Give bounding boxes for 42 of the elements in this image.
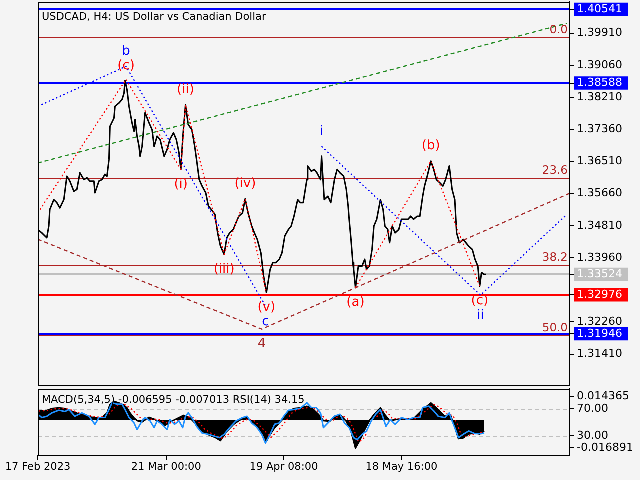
text: USDCAD, H4: US Dollar vs Canadian Dollar: [42, 10, 267, 23]
y-tick-label: -0.016891: [577, 441, 634, 454]
y-tick-label: 1.31410: [577, 347, 622, 360]
x-tick-label: 19 Apr 08:00: [250, 461, 318, 474]
annotation: (ii): [177, 82, 194, 98]
y-tick-label: 1.33524: [577, 267, 622, 280]
y-tick-label: 1.39060: [577, 58, 622, 72]
y-tick-label: 1.33960: [577, 250, 622, 264]
y-tick-label: 1.32260: [577, 315, 622, 328]
y-tick-label: 1.37360: [577, 122, 622, 136]
annotation: (iii): [214, 262, 235, 277]
y-tick-label: 1.34810: [577, 218, 622, 232]
y-tick-label: 1.36510: [577, 154, 622, 168]
annotation: 0.0: [550, 22, 568, 37]
annotation: (b): [422, 138, 440, 154]
annotation: (c): [118, 58, 135, 74]
x-tick-label: 17 Feb 2023: [5, 461, 71, 474]
text: MACD(5,34,5) -0.006595 -0.007013 RSI(14) 34.15: [42, 394, 305, 406]
annotation: 23.6: [542, 163, 568, 178]
annotation: (iv): [234, 176, 256, 192]
y-tick-label: 1.31946: [577, 326, 622, 340]
annotation: (a): [346, 295, 365, 310]
annotation: 4: [258, 336, 266, 352]
annotation: (i): [174, 177, 188, 192]
x-tick-label: 21 Mar 00:00: [131, 461, 202, 474]
y-tick-label: 1.32976: [577, 288, 622, 302]
annotation: b: [122, 44, 130, 59]
y2-tick-label: 30.00: [577, 428, 608, 442]
annotation: (v): [258, 300, 276, 316]
y-tick-label: 1.40541: [577, 2, 622, 16]
y2-tick-label: 70.00: [577, 402, 608, 415]
y-tick-label: 1.35660: [577, 186, 622, 200]
y-tick-label: 1.38210: [577, 90, 622, 104]
annotation: 38.2: [542, 250, 568, 264]
x-tick-label: 18 May 16:00: [366, 461, 438, 474]
annotation: 50.0: [542, 320, 568, 334]
annotation: ii: [477, 308, 484, 324]
y-tick-label: 0.014365: [577, 390, 630, 403]
y-tick-label: 1.39910: [577, 26, 622, 40]
y-tick-label: 1.38588: [577, 76, 622, 90]
annotation: i: [320, 124, 324, 139]
annotation: c: [262, 314, 270, 330]
